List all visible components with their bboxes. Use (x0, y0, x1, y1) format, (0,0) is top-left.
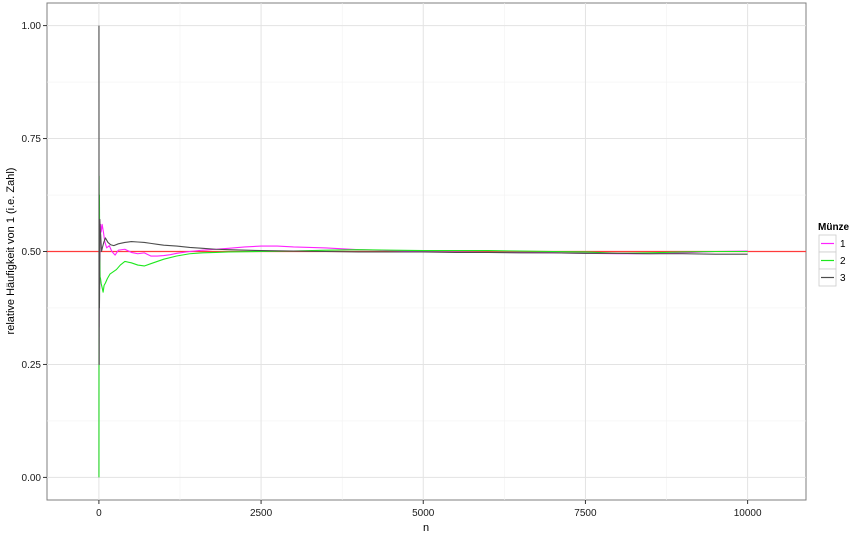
legend-item-3: 3 (818, 268, 846, 287)
x-tick-label: 5000 (412, 508, 435, 519)
series-3-line (98, 25, 748, 365)
axes: 0 2500 5000 7500 10000 0.00 0.25 0.50 0.75 1.00 (22, 21, 762, 519)
y-tick-label: 0.75 (22, 134, 42, 145)
series-2-line (98, 175, 748, 478)
legend: Münze 1 2 3 (818, 222, 850, 287)
legend-label: 3 (840, 273, 846, 284)
y-tick-label: 0.00 (22, 473, 42, 484)
legend-label: 1 (840, 239, 846, 250)
y-tick-label: 0.50 (22, 247, 42, 258)
x-tick-label: 7500 (574, 508, 597, 519)
y-tick-label: 1.00 (22, 21, 42, 32)
x-tick-label: 0 (96, 508, 102, 519)
series-group (98, 25, 748, 478)
legend-label: 2 (840, 256, 846, 267)
legend-item-1: 1 (818, 234, 846, 253)
x-axis-title: n (423, 522, 429, 534)
legend-items: 1 2 3 (818, 234, 846, 287)
y-axis-title: relative Häufigkeit von 1 (i.e. Zahl) (5, 168, 17, 335)
legend-title: Münze (818, 222, 850, 233)
legend-item-2: 2 (818, 251, 846, 270)
x-tick-label: 2500 (250, 508, 273, 519)
x-tick-label: 10000 (734, 508, 762, 519)
y-tick-label: 0.25 (22, 360, 42, 371)
